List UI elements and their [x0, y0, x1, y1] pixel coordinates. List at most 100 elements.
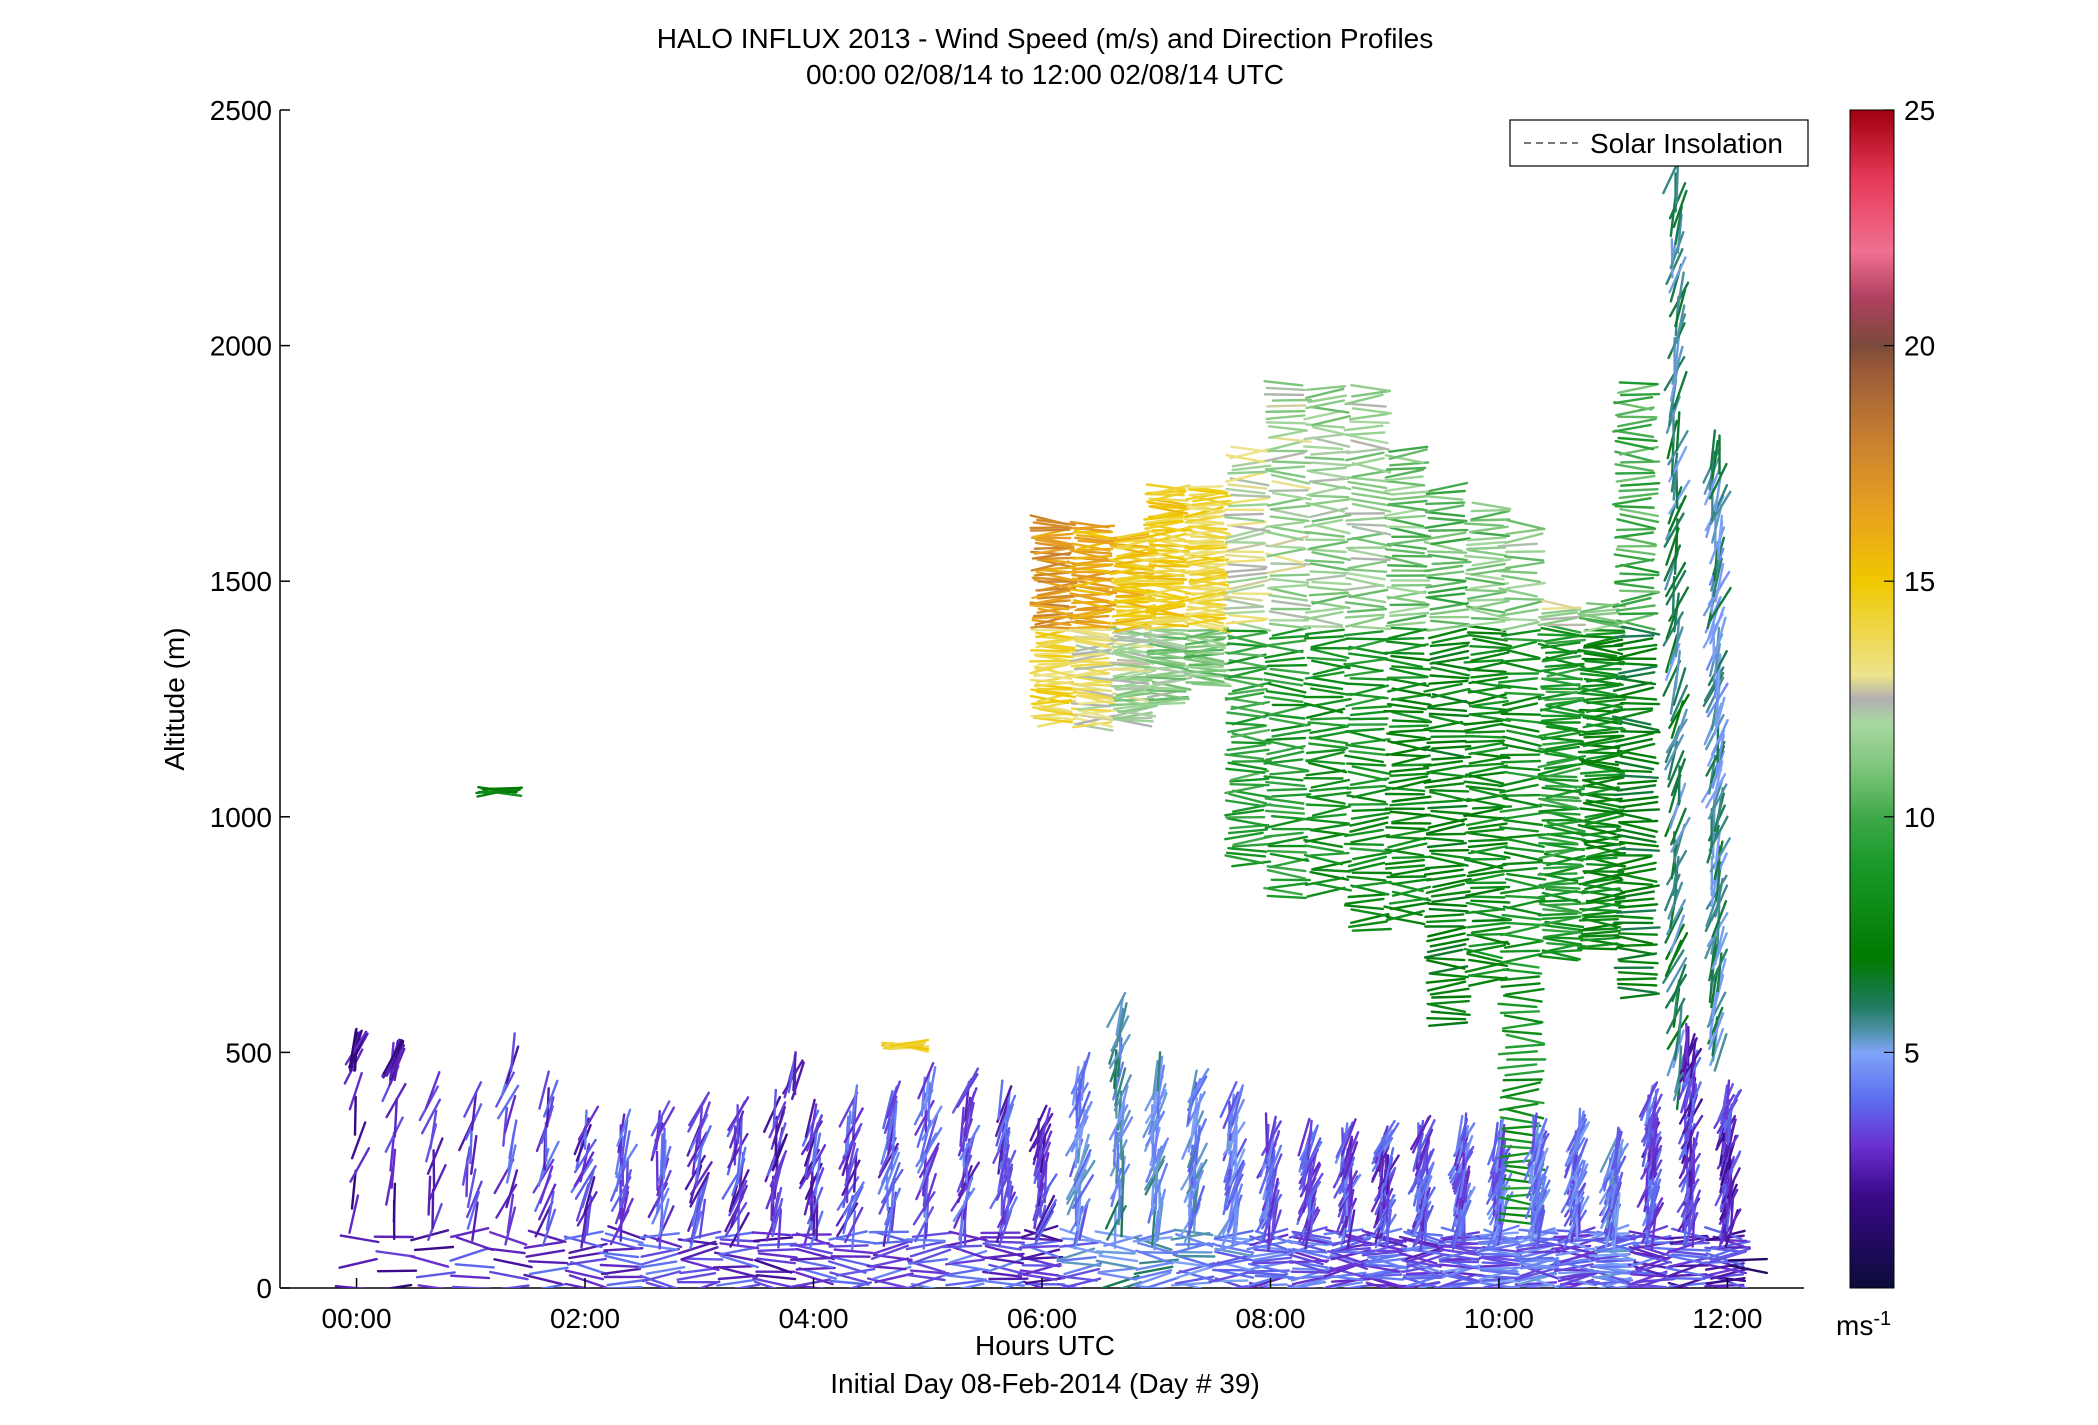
wind-barb [1391, 778, 1432, 791]
wind-barb [1505, 837, 1546, 848]
wind-barb [1310, 778, 1351, 789]
wind-barb [1386, 875, 1427, 879]
wind-barb [1031, 699, 1073, 705]
wind-barb [1148, 532, 1188, 544]
wind-barb [1291, 1267, 1333, 1272]
wind-barb [1581, 657, 1622, 662]
colorbar-unit-base: ms [1836, 1310, 1873, 1341]
x-tick-label: 08:00 [1235, 1303, 1305, 1334]
wind-barb [885, 1080, 901, 1119]
wind-barb [1113, 1208, 1117, 1250]
wind-barb [1377, 1122, 1400, 1158]
wind-barb [1617, 662, 1658, 667]
wind-barb [1675, 411, 1681, 452]
wind-barb [1036, 674, 1077, 684]
wind-barb [1675, 304, 1686, 344]
wind-barb [1231, 681, 1272, 693]
wind-barb [1156, 1051, 1162, 1092]
wind-barb [1311, 426, 1352, 437]
wind-barb [1458, 1134, 1474, 1174]
wind-barb [682, 1230, 722, 1242]
wind-barb [1429, 987, 1470, 996]
wind-barb [1110, 626, 1151, 637]
wind-barb [1345, 447, 1386, 455]
wind-barb [850, 1084, 859, 1125]
wind-barb [1347, 770, 1387, 782]
wind-barb [846, 1110, 852, 1151]
wind-barb [1581, 775, 1623, 782]
wind-barb [428, 1163, 447, 1201]
wind-barb [1704, 467, 1721, 506]
wind-barb [1673, 592, 1680, 633]
wind-barb [1537, 633, 1578, 637]
wind-barb [615, 1143, 638, 1179]
wind-barb [1192, 494, 1233, 503]
wind-barb [1663, 512, 1685, 548]
wind-barb [1671, 856, 1680, 896]
wind-barb [1504, 550, 1546, 554]
wind-barb [1003, 1139, 1010, 1180]
wind-barb [1034, 541, 1075, 550]
wind-barb [1614, 582, 1655, 590]
wind-barb [1133, 1271, 1172, 1287]
wind-barb [1147, 619, 1189, 626]
wind-barb [1297, 1117, 1311, 1157]
wind-barb [1038, 581, 1078, 592]
wind-barb [1112, 587, 1153, 595]
wind-barb [1424, 510, 1466, 518]
wind-barb [1266, 664, 1308, 667]
wind-barb [637, 1260, 678, 1269]
wind-barb [1227, 631, 1269, 640]
wind-barb [1303, 702, 1344, 714]
wind-barb [461, 1146, 471, 1186]
wind-barb [1423, 799, 1464, 805]
wind-barb [1618, 612, 1659, 616]
wind-barb [982, 1270, 1023, 1278]
wind-barb [728, 1179, 748, 1217]
wind-barb [1616, 833, 1657, 844]
wind-barb [1271, 599, 1312, 608]
wind-barb [1579, 672, 1621, 679]
wind-barb [1070, 588, 1112, 596]
wind-barb [718, 1246, 759, 1256]
wind-barb [687, 1131, 708, 1168]
wind-barb [1345, 696, 1385, 708]
wind-barb [1270, 525, 1311, 535]
wind-barb [470, 1134, 478, 1176]
wind-barb [1471, 713, 1512, 722]
wind-barb [1466, 631, 1508, 635]
wind-barb [1113, 697, 1155, 702]
wind-barb [1225, 532, 1265, 544]
wind-barb [504, 1206, 517, 1246]
wind-barb [1109, 558, 1149, 569]
wind-barb [1500, 629, 1541, 637]
wind-barb [576, 1191, 598, 1227]
wind-barb [1423, 868, 1464, 876]
wind-barb [1345, 658, 1386, 666]
wind-barb [1147, 637, 1188, 648]
wind-barb [1467, 831, 1508, 840]
wind-barb [348, 1194, 360, 1234]
wind-barb [1541, 797, 1582, 803]
wind-barb [1428, 679, 1469, 685]
y-tick-label: 500 [225, 1037, 272, 1068]
wind-barb [1537, 611, 1579, 619]
wind-barb [1350, 908, 1391, 918]
wind-barb [1544, 876, 1585, 886]
wind-barb [1725, 1079, 1731, 1120]
y-tick-label: 1000 [210, 802, 272, 833]
wind-barb [1579, 611, 1620, 618]
wind-barb [1303, 433, 1344, 441]
wind-barb [1223, 512, 1264, 517]
wind-barb [573, 1138, 597, 1174]
wind-barb [1615, 548, 1656, 556]
wind-barb [946, 1274, 987, 1281]
wind-barb [1386, 614, 1427, 625]
wind-barb [1465, 908, 1506, 915]
wind-barb [810, 1170, 814, 1212]
wind-barb [1072, 563, 1113, 571]
wind-barb [1559, 1281, 1601, 1286]
wind-barb [1614, 471, 1656, 475]
wind-barb [1430, 809, 1471, 816]
wind-barb [1709, 606, 1726, 645]
